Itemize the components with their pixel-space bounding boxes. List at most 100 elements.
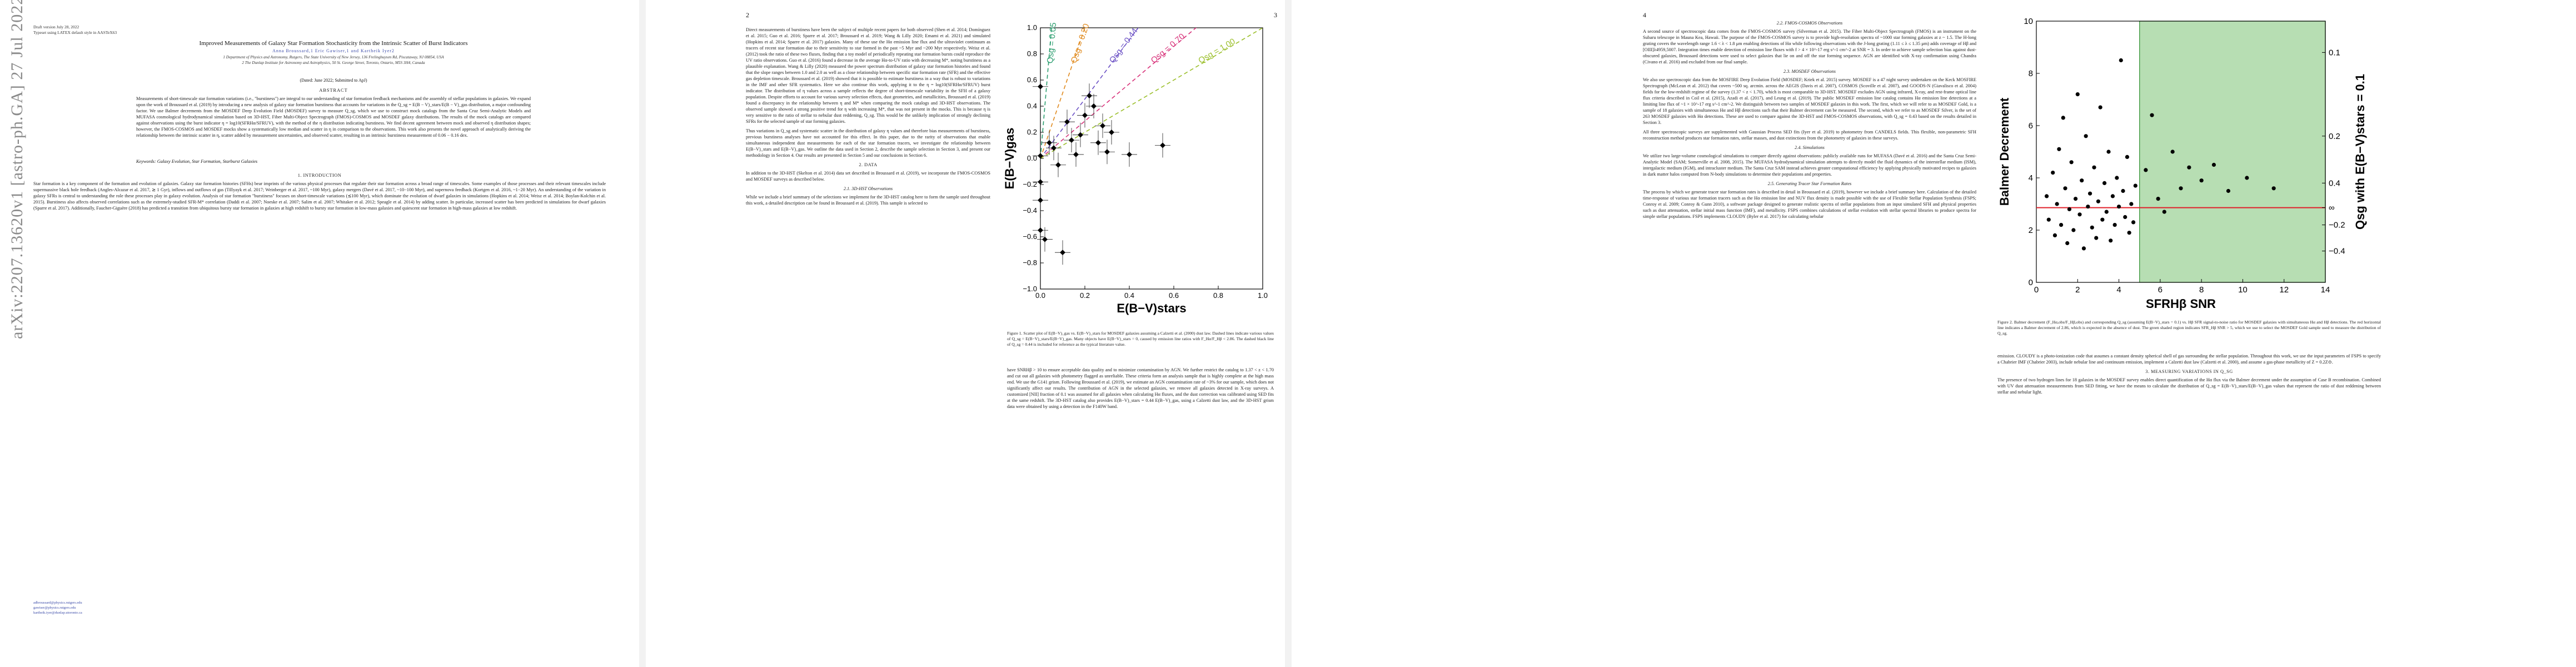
x-tick-label: 0.8: [1213, 291, 1223, 300]
page-number: 2: [746, 11, 749, 19]
sub-fmos-heading: 2.2. FMOS-COSMOS Observations: [1776, 21, 1843, 26]
sub-tracer-text: The process by which we generate tracer …: [1643, 190, 1976, 219]
data-point: [2094, 236, 2099, 240]
data-point: [2081, 246, 2086, 251]
y-tick-label: −0.4: [1023, 206, 1037, 215]
data-point: [2211, 162, 2216, 167]
data-point: [1051, 145, 1057, 151]
data-point: [2080, 178, 2084, 183]
x-tick-label: 0.0: [1035, 291, 1045, 300]
footnote-email-2[interactable]: gawiser@physics.rutgers.edu: [33, 606, 76, 610]
arxiv-stamp-text: arXiv:2207.13620v1 [astro-ph.GA] 27 Jul …: [8, 0, 26, 339]
data-point: [2245, 176, 2249, 180]
data-point: [2115, 176, 2119, 180]
data-point: [2069, 160, 2074, 165]
paper-authors[interactable]: Anna Broussard,1 Eric Gawiser,1 and Kart…: [272, 48, 395, 53]
data-text: In addition to the 3D-HST (Skelton et al…: [746, 171, 990, 182]
intro-heading: 1. INTRODUCTION: [297, 173, 342, 178]
x-tick-label: 4: [2116, 285, 2121, 295]
sub-mosdef-heading: 2.3. MOSDEF Observations: [1783, 69, 1836, 74]
paper-title: Improved Measurements of Galaxy Star For…: [199, 40, 468, 47]
snr-selection-region: [2139, 21, 2326, 283]
data-point: [2127, 231, 2131, 235]
y-tick-label: 0.6: [1027, 76, 1037, 84]
data-point: [2187, 165, 2191, 170]
footnote-email-3[interactable]: kartheik.iyer@dunlap.utoronto.ca: [33, 611, 82, 615]
x-tick-label: 1.0: [1258, 291, 1268, 300]
data-point: [1060, 250, 1065, 256]
x-tick-label: 10: [2238, 285, 2248, 295]
data-point: [2086, 205, 2090, 209]
y-tick-label: 4: [2029, 173, 2033, 183]
y-tick-label: 0: [2029, 278, 2033, 287]
data-point: [1078, 132, 1083, 138]
y-tick-label: 1.0: [1027, 23, 1037, 32]
y-axis-label: E(B−V)gas: [1003, 128, 1017, 190]
sub-tracer-heading: 2.5. Generating Tracer Star Formation Ra…: [1767, 181, 1852, 186]
data-point: [1073, 152, 1079, 157]
data-point: [2109, 238, 2113, 243]
data-point: [2084, 134, 2088, 138]
right-axis-label: Qsg with E(B−V)stars = 0.1: [2353, 74, 2367, 230]
sub-3dhst-heading: 2.1. 3D-HST Observations: [843, 186, 893, 191]
data-point: [2110, 194, 2115, 198]
data-point: [2055, 202, 2059, 206]
page3-column: have SNRHβ > 10 to ensure acceptable dat…: [1007, 367, 1274, 410]
y-tick-label: 8: [2029, 69, 2033, 78]
x-tick-label: 14: [2321, 285, 2330, 295]
abstract-heading: ABSTRACT: [319, 88, 348, 93]
abstract-text: Measurements of short-timescale star for…: [136, 96, 531, 138]
data-point: [2065, 241, 2070, 246]
data-point: [2112, 223, 2117, 227]
x-axis-label: E(B−V)stars: [1117, 301, 1186, 315]
x-tick-label: 0.2: [1080, 291, 1090, 300]
data-point: [2179, 186, 2183, 191]
x-tick-label: 2: [2075, 285, 2080, 295]
data-point: [1069, 137, 1074, 143]
page4-left-column: 2.2. FMOS-COSMOS Observations A second s…: [1643, 17, 1976, 220]
page-number-3: 3: [1274, 11, 1277, 19]
data-point: [2106, 150, 2111, 154]
sec3-text: The presence of two hydrogen lines for 1…: [1997, 377, 2381, 395]
data-point: [1109, 130, 1114, 135]
data-point: [1038, 197, 1043, 203]
right-tick-label: 0.1: [2329, 48, 2340, 57]
qsg-line: [1040, 28, 1085, 159]
y-tick-label: −0.8: [1023, 258, 1037, 267]
plot-frame: [2036, 21, 2326, 283]
data-point: [2133, 183, 2137, 188]
data-point: [2087, 191, 2092, 196]
figure-1-chart: Qsg = 0.05 Qsg = 0.20 Qsg = 0.44 Qsg = 0.70…: [1003, 22, 1268, 315]
data-heading: 2. DATA: [859, 162, 878, 167]
page-1: arXiv:2207.13620v1 [astro-ph.GA] 27 Jul …: [0, 0, 639, 667]
data-point: [2156, 197, 2160, 201]
data-point: [1127, 152, 1132, 157]
intro-text: Star formation is a key component of the…: [33, 181, 606, 211]
affiliation-1: 1 Department of Physics and Astronomy, R…: [223, 55, 444, 59]
data-point: [2116, 205, 2121, 209]
affiliations: 1 Department of Physics and Astronomy, R…: [122, 54, 545, 66]
draft-info: Draft version July 28, 2022 Typeset usin…: [33, 24, 117, 36]
data-point: [2071, 228, 2076, 232]
footnote-email-1[interactable]: adbroussard@physics.rutgers.edu: [33, 601, 82, 605]
y-tick-label: 0.4: [1027, 102, 1037, 110]
qsg-line: [1040, 28, 1139, 159]
data-point: [2121, 188, 2125, 193]
y-axis-label: Balmer Decrement: [1997, 97, 2011, 206]
data-point: [2051, 171, 2055, 175]
qsg-line: [1040, 28, 1197, 159]
data-point: [2199, 178, 2204, 183]
data-point: [2150, 113, 2154, 117]
data-point: [1100, 123, 1105, 129]
data-point: [1091, 103, 1097, 109]
data-point: [2170, 150, 2175, 154]
data-point: [2226, 188, 2231, 193]
data-point: [2057, 147, 2061, 151]
data-point: [1160, 142, 1165, 148]
data-point: [2098, 105, 2102, 109]
data-point: [2104, 210, 2109, 214]
intro-column: 1. INTRODUCTION Star formation is a key …: [33, 169, 606, 211]
data-point: [2131, 220, 2136, 225]
data-point: [2129, 202, 2134, 206]
data-point: [2061, 116, 2065, 120]
